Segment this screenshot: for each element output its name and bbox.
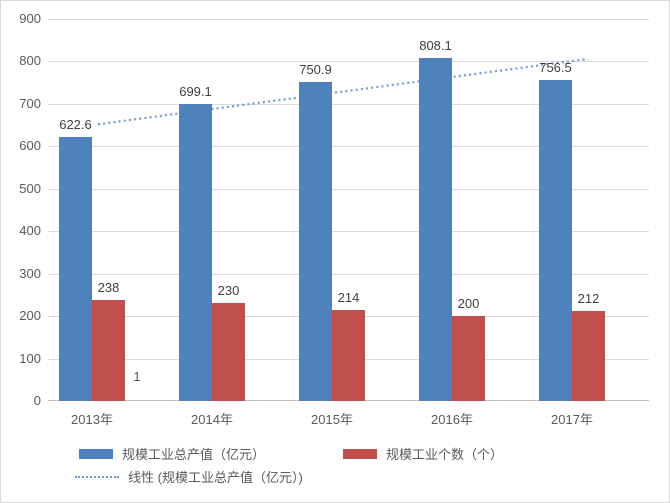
legend-item-trendline: 线性 (规模工业总产值（亿元）)	[75, 467, 303, 486]
bar-blue-2016年	[419, 58, 452, 401]
gridline	[48, 61, 649, 63]
y-axis-tick-label: 800	[19, 53, 41, 69]
gridline	[48, 231, 649, 233]
gridline	[48, 103, 649, 105]
trendline	[97, 57, 589, 126]
bar-red-2015年	[332, 310, 365, 401]
bar-value-label: 230	[217, 283, 240, 299]
y-axis-tick-label: 200	[19, 308, 41, 324]
legend-label-enterprise-count: 规模工业个数（个）	[386, 447, 504, 462]
bar-value-label: 212	[577, 291, 600, 307]
bar-red-2013年	[92, 299, 125, 401]
x-axis-label: 2013年	[71, 412, 113, 427]
bar-blue-2015年	[299, 82, 332, 401]
bar-blue-2017年	[539, 79, 572, 401]
gridline	[48, 188, 649, 190]
x-axis-label: 2017年	[551, 412, 593, 427]
y-axis-tick-label: 600	[19, 138, 41, 154]
legend-label-trendline: 线性 (规模工业总产值（亿元）)	[128, 470, 303, 485]
bar-value-label: 808.1	[419, 38, 452, 53]
bar-value-label: 238	[97, 279, 120, 295]
legend-swatch-blue-bar	[79, 448, 113, 459]
bar-red-2014年	[212, 303, 245, 401]
bar-value-label: 699.1	[179, 84, 212, 100]
bar-value-label: 750.9	[299, 62, 332, 78]
legend-swatch-red-bar	[343, 448, 377, 459]
plot-area: 622.6 238 699.1 230 750.9 214 808.1 200 756.5 212…	[48, 19, 649, 401]
y-axis-tick-label: 700	[19, 95, 41, 111]
bar-value-label: 622.6	[59, 116, 92, 132]
bar-value-label: 214	[337, 290, 360, 306]
y-axis-tick-label: 0	[33, 393, 41, 408]
bar-red-2016年	[452, 316, 485, 401]
y-axis-tick-label: 400	[19, 223, 41, 239]
stray-data-label: 1	[133, 369, 141, 384]
y-axis-tick-label: 300	[19, 265, 41, 281]
legend-label-output-value: 规模工业总产值（亿元）	[122, 447, 266, 462]
x-axis-label: 2016年	[431, 412, 473, 427]
gridline	[48, 273, 649, 275]
y-axis-tick-label: 500	[19, 180, 41, 196]
gridline	[48, 146, 649, 148]
y-axis-tick-label: 900	[19, 11, 41, 26]
legend-item-enterprise-count: 规模工业个数（个）	[343, 444, 503, 463]
legend-swatch-dotted-line	[75, 475, 119, 478]
gridline	[48, 19, 649, 20]
x-axis-label: 2015年	[311, 412, 353, 427]
y-axis-tick-label: 100	[19, 350, 41, 366]
bar-red-2017年	[572, 311, 605, 401]
x-axis-label: 2014年	[191, 412, 233, 427]
bar-blue-2013年	[59, 136, 92, 401]
bar-blue-2014年	[179, 104, 212, 401]
bar-value-label: 200	[457, 296, 480, 312]
bar-value-label: 756.5	[539, 59, 572, 75]
legend-item-output-value: 规模工业总产值（亿元）	[79, 444, 265, 463]
